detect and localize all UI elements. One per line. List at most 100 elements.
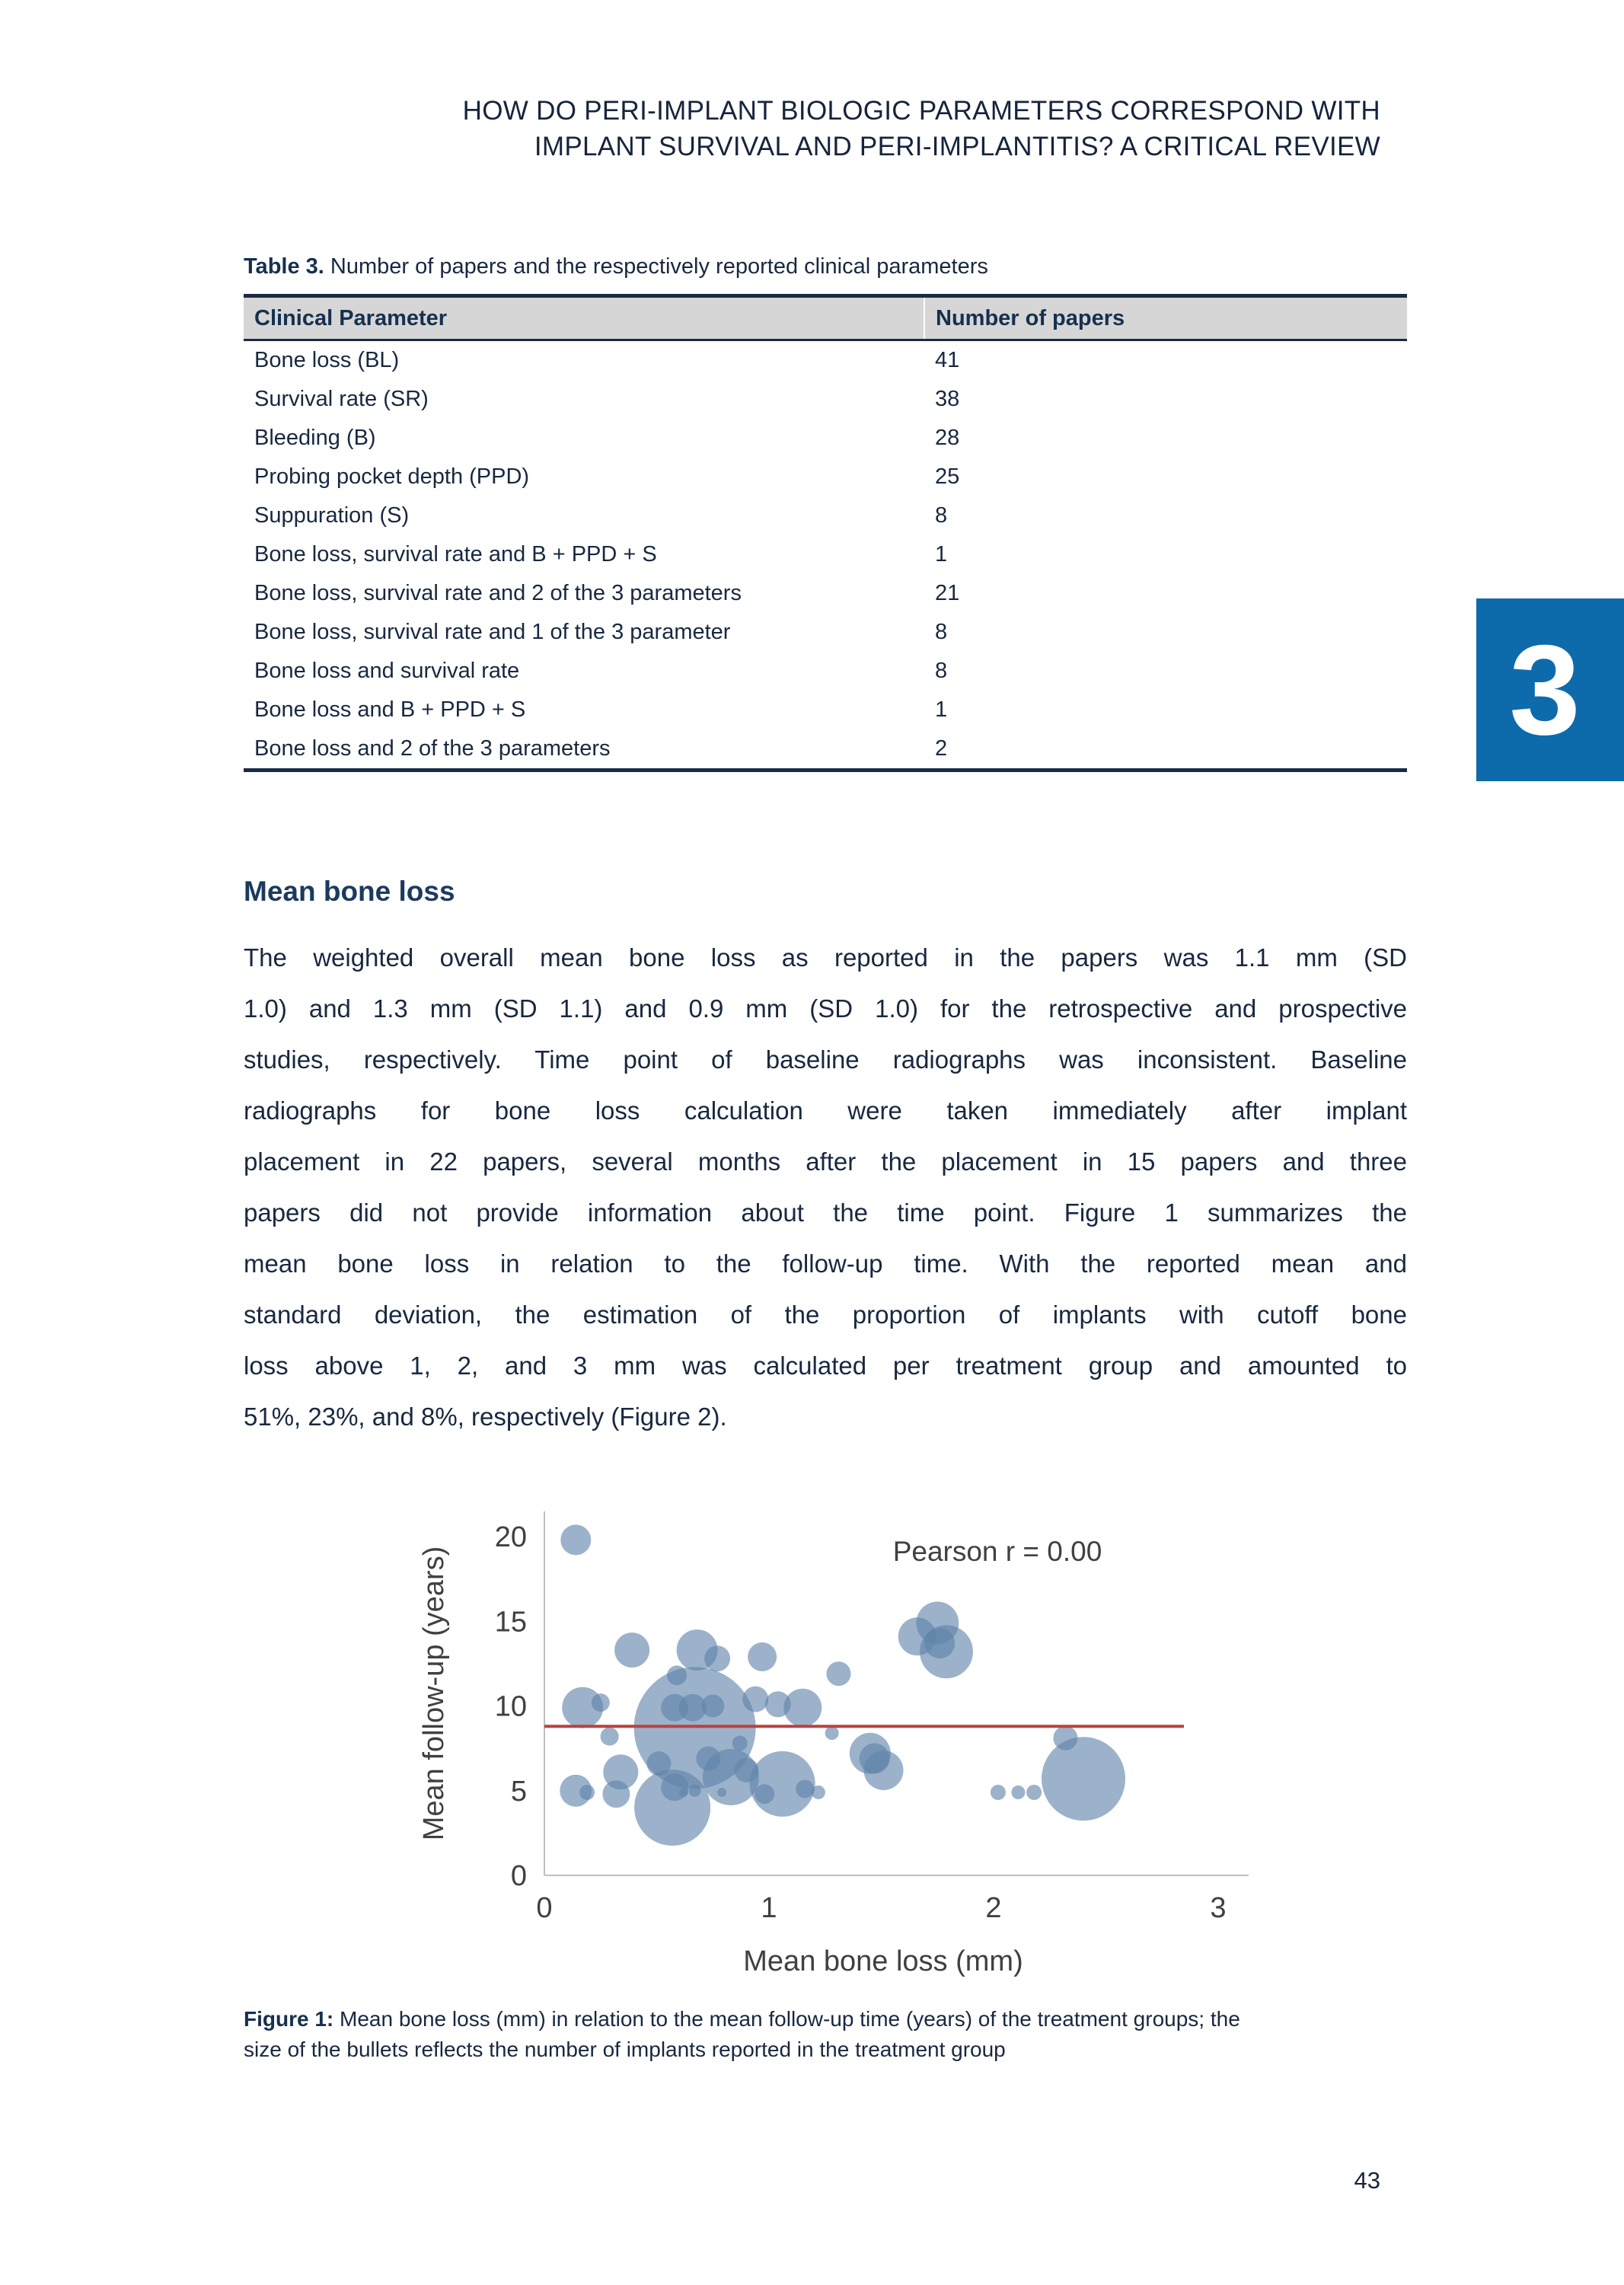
parameter-cell: Bone loss, survival rate and 2 of the 3 … [254,581,742,605]
papers-count-cell: 41 [935,348,960,372]
running-header-line1: HOW DO PERI-IMPLANT BIOLOGIC PARAMETERS … [462,96,1380,126]
bubble [678,1788,688,1797]
paragraph-line: radiographs for bone loss calculation we… [244,1096,1407,1125]
y-tick-label: 5 [511,1776,527,1808]
bubble [863,1750,904,1790]
body-paragraph: The weighted overall mean bone loss as r… [244,932,1407,1442]
bubble [600,1727,619,1746]
parameter-cell: Bleeding (B) [254,426,376,450]
bubble [796,1779,815,1798]
y-tick-label: 0 [511,1860,527,1892]
parameter-cell: Bone loss and survival rate [254,659,520,683]
bubble [603,1754,639,1790]
x-tick-label: 3 [1210,1892,1226,1924]
bubble [678,1693,707,1722]
bubble [826,1661,851,1687]
bubble [920,1625,973,1679]
table-row: Suppuration (S) 8 [244,496,1407,535]
paragraph-line: placement in 22 papers, several months a… [244,1147,1407,1176]
papers-count-cell: 8 [935,503,948,528]
parameter-cell: Bone loss and 2 of the 3 parameters [244,729,924,772]
x-tick-label: 0 [536,1892,552,1924]
bubble [783,1688,822,1727]
table-caption: Table 3. Number of papers and the respec… [244,254,1407,279]
papers-count-cell: 21 [935,581,960,605]
table-header-row: Clinical Parameter Number of papers [244,294,1407,341]
chapter-tab: 3 [1476,598,1624,781]
table-row: Bone loss (BL) 41 [244,340,1407,381]
y-axis-title: Mean follow-up (years) [418,1546,450,1840]
chapter-number: 3 [1509,618,1581,761]
bubble [667,1665,687,1686]
bubble [990,1785,1006,1800]
table-caption-label: Table 3. [244,254,324,279]
bubble [688,1784,701,1797]
figure-caption-line2: size of the bullets reflects the number … [244,2038,1006,2061]
x-axis-title: Mean bone loss (mm) [743,1945,1023,1977]
x-tick-label: 2 [985,1892,1001,1924]
table-row: Bone loss and 2 of the 3 parameters 2 [244,729,1407,772]
y-tick-label: 15 [495,1606,527,1638]
table-row: Bone loss and B + PPD + S 1 [244,691,1407,729]
x-tick-label: 1 [761,1892,777,1924]
parameter-cell: Bone loss (BL) [254,348,400,372]
papers-count-cell: 8 [935,620,948,644]
section-heading: Mean bone loss [244,876,455,907]
column-header-number-of-papers: Number of papers [924,294,1407,341]
bubble [562,1687,604,1728]
figure-caption-label: Figure 1: [244,2007,334,2031]
paragraph-line: 51%, 23%, and 8%, respectively (Figure 2… [244,1403,727,1431]
figure1-bubble-chart: 0 5 10 15 20 0 1 2 3 Pearson r = 0.00 Mean bone lo… [418,1511,1249,1977]
bubble [825,1726,839,1741]
bubble [742,1686,769,1712]
paragraph-line: The weighted overall mean bone loss as r… [244,943,1407,972]
bubble [646,1751,672,1776]
figure-caption: Figure 1: Mean bone loss (mm) in relatio… [244,2004,1416,2065]
bubble [702,1749,759,1805]
table-row: Survival rate (SR) 38 [244,380,1407,419]
bubble [755,1784,775,1805]
running-header: HOW DO PERI-IMPLANT BIOLOGIC PARAMETERS … [463,93,1380,164]
papers-count-cell: 38 [935,387,960,411]
table-caption-text: Number of papers and the respectively re… [324,254,988,279]
papers-count-cell: 28 [935,426,960,450]
papers-count-cell: 8 [935,659,948,683]
pearson-annotation: Pearson r = 0.00 [893,1536,1102,1567]
bubble [560,1524,592,1556]
column-header-clinical-parameter: Clinical Parameter [244,294,924,341]
parameter-cell: Probing pocket depth (PPD) [254,464,530,489]
bubble [1042,1737,1125,1821]
paragraph-line: mean bone loss in relation to the follow… [244,1249,1407,1278]
papers-count-cell: 1 [935,542,948,566]
paragraph-line: loss above 1, 2, and 3 mm was calculated… [244,1352,1407,1380]
paragraph-line: papers did not provide information about… [244,1198,1407,1227]
y-tick-label: 10 [495,1691,527,1723]
parameter-cell: Survival rate (SR) [254,387,429,411]
bubble [811,1786,825,1799]
table-row: Probing pocket depth (PPD) 25 [244,458,1407,496]
bubble [1026,1785,1042,1800]
running-header-line2: IMPLANT SURVIVAL AND PERI-IMPLANTITIS? A… [534,132,1380,161]
bubble [701,1694,725,1718]
table-row: Bone loss and survival rate 8 [244,652,1407,691]
paragraph-line: 1.0) and 1.3 mm (SD 1.1) and 0.9 mm (SD … [244,994,1407,1023]
table-row: Bleeding (B) 28 [244,419,1407,458]
y-tick-label: 20 [495,1521,527,1553]
parameter-cell: Bone loss, survival rate and 1 of the 3 … [254,620,731,644]
bubble [704,1645,731,1672]
bubble [579,1785,595,1800]
table-row: Bone loss, survival rate and B + PPD + S… [244,535,1407,574]
bubble [732,1735,748,1751]
paragraph-line: standard deviation, the estimation of th… [244,1300,1407,1329]
clinical-parameters-table: Clinical Parameter Number of papers Bone… [244,294,1407,772]
parameter-cell: Bone loss, survival rate and B + PPD + S [254,542,657,566]
figure-caption-line1: Figure 1: Mean bone loss (mm) in relatio… [244,2007,1240,2031]
parameter-cell: Bone loss and B + PPD + S [254,697,526,722]
papers-count-cell: 25 [935,464,960,489]
bubble [748,1642,777,1671]
parameter-cell: Suppuration (S) [254,503,410,528]
table-row: Bone loss, survival rate and 1 of the 3 … [244,613,1407,652]
page-number: 43 [1354,2167,1380,2194]
papers-count-cell: 2 [924,729,1407,772]
bubble [1011,1786,1026,1799]
